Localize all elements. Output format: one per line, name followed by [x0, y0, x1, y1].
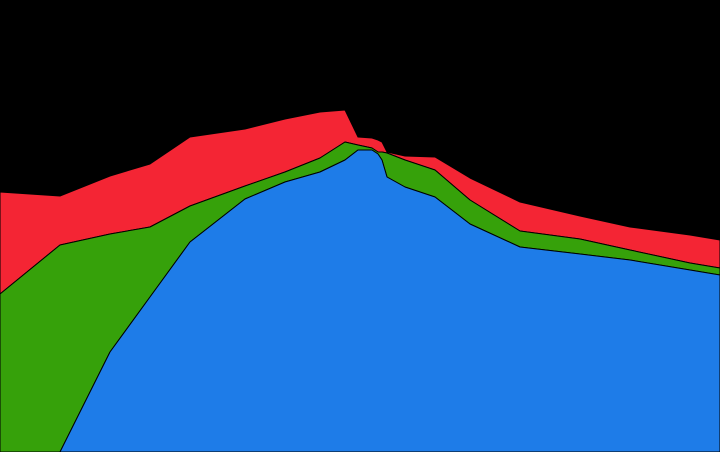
series-layer: [0, 109, 720, 452]
area-series-1: [0, 149, 720, 452]
